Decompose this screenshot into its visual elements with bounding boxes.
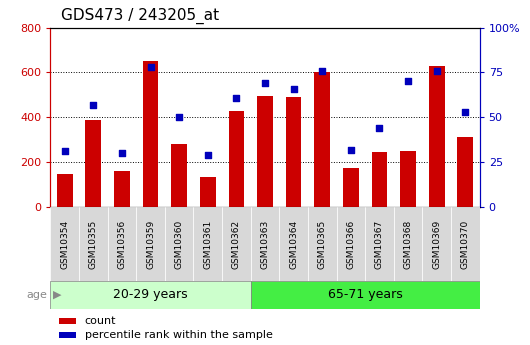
Text: GSM10355: GSM10355 xyxy=(89,219,98,269)
Text: GSM10365: GSM10365 xyxy=(318,219,326,269)
Bar xyxy=(422,207,451,281)
Bar xyxy=(251,281,480,309)
Bar xyxy=(57,175,73,207)
Bar xyxy=(193,207,222,281)
Point xyxy=(318,68,326,73)
Text: GSM10361: GSM10361 xyxy=(204,219,212,269)
Point xyxy=(232,95,241,100)
Text: GSM10368: GSM10368 xyxy=(404,219,412,269)
Bar xyxy=(372,152,387,207)
Point xyxy=(175,115,183,120)
Text: percentile rank within the sample: percentile rank within the sample xyxy=(85,330,272,340)
Text: GSM10370: GSM10370 xyxy=(461,219,470,269)
Text: GSM10369: GSM10369 xyxy=(432,219,441,269)
Point xyxy=(347,147,355,152)
Text: GSM10360: GSM10360 xyxy=(175,219,183,269)
Bar xyxy=(85,119,101,207)
Bar xyxy=(50,281,251,309)
Bar xyxy=(429,66,445,207)
Bar xyxy=(343,168,359,207)
Bar xyxy=(286,97,302,207)
Bar xyxy=(59,318,76,324)
Point xyxy=(375,125,384,131)
Text: GSM10363: GSM10363 xyxy=(261,219,269,269)
Bar xyxy=(279,207,308,281)
Point xyxy=(404,79,412,84)
Bar xyxy=(251,207,279,281)
Text: 65-71 years: 65-71 years xyxy=(328,288,403,302)
Bar xyxy=(79,207,108,281)
Text: GSM10366: GSM10366 xyxy=(347,219,355,269)
Point xyxy=(432,68,441,73)
Bar xyxy=(257,96,273,207)
Bar xyxy=(451,207,480,281)
Bar xyxy=(59,332,76,338)
Bar xyxy=(143,61,158,207)
Bar xyxy=(114,171,130,207)
Bar xyxy=(171,144,187,207)
Point xyxy=(204,152,212,158)
Bar xyxy=(457,137,473,207)
Point xyxy=(261,80,269,86)
Bar xyxy=(228,110,244,207)
Text: GSM10367: GSM10367 xyxy=(375,219,384,269)
Point xyxy=(289,86,298,91)
Bar xyxy=(165,207,193,281)
Text: age: age xyxy=(27,290,48,300)
Point xyxy=(89,102,98,108)
Text: GSM10362: GSM10362 xyxy=(232,219,241,269)
Text: count: count xyxy=(85,316,116,326)
Text: GSM10354: GSM10354 xyxy=(60,219,69,269)
Bar xyxy=(200,177,216,207)
Bar xyxy=(108,207,136,281)
Point xyxy=(60,149,69,154)
Bar xyxy=(222,207,251,281)
Point xyxy=(118,150,126,156)
Bar xyxy=(50,207,79,281)
Point xyxy=(461,109,470,115)
Bar xyxy=(308,207,337,281)
Bar xyxy=(400,151,416,207)
Bar xyxy=(365,207,394,281)
Bar xyxy=(314,72,330,207)
Point xyxy=(146,64,155,70)
Text: 20-29 years: 20-29 years xyxy=(113,288,188,302)
Bar xyxy=(136,207,165,281)
Bar xyxy=(394,207,422,281)
Text: GDS473 / 243205_at: GDS473 / 243205_at xyxy=(61,8,219,24)
Text: GSM10356: GSM10356 xyxy=(118,219,126,269)
Text: ▶: ▶ xyxy=(53,290,61,300)
Text: GSM10359: GSM10359 xyxy=(146,219,155,269)
Text: GSM10364: GSM10364 xyxy=(289,219,298,269)
Bar xyxy=(337,207,365,281)
